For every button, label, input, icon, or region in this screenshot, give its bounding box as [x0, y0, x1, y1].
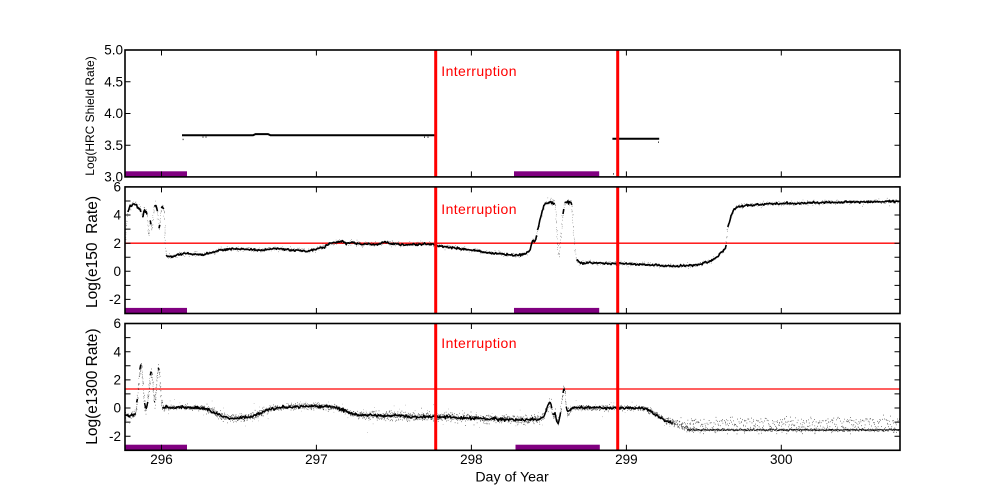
svg-text:2: 2: [113, 236, 121, 251]
svg-text:Interruption: Interruption: [441, 335, 517, 351]
svg-text:Log(HRC Shield Rate): Log(HRC Shield Rate): [83, 56, 97, 175]
svg-text:-2: -2: [109, 292, 121, 307]
svg-text:Log(e1300 Rate): Log(e1300 Rate): [84, 328, 101, 444]
svg-text:297: 297: [305, 452, 328, 467]
svg-text:300: 300: [770, 452, 793, 467]
svg-text:4.0: 4.0: [104, 106, 123, 121]
svg-text:Log(e150 Rate): Log(e150 Rate): [84, 196, 101, 308]
svg-text:299: 299: [615, 452, 638, 467]
svg-text:0: 0: [113, 401, 121, 416]
svg-text:-2: -2: [109, 429, 121, 444]
svg-text:296: 296: [150, 452, 173, 467]
svg-text:Day of Year: Day of Year: [475, 469, 549, 485]
svg-text:6: 6: [113, 180, 121, 195]
svg-text:0: 0: [113, 264, 121, 279]
svg-text:4: 4: [113, 344, 121, 359]
svg-text:3.0: 3.0: [104, 170, 123, 185]
svg-text:3.5: 3.5: [104, 138, 123, 153]
svg-text:4.5: 4.5: [104, 74, 123, 89]
svg-text:Interruption: Interruption: [441, 63, 517, 79]
svg-text:5.0: 5.0: [104, 43, 123, 58]
svg-text:4: 4: [113, 208, 121, 223]
svg-text:2: 2: [113, 373, 121, 388]
svg-text:298: 298: [460, 452, 483, 467]
svg-text:6: 6: [113, 316, 121, 331]
svg-text:Interruption: Interruption: [441, 201, 517, 217]
